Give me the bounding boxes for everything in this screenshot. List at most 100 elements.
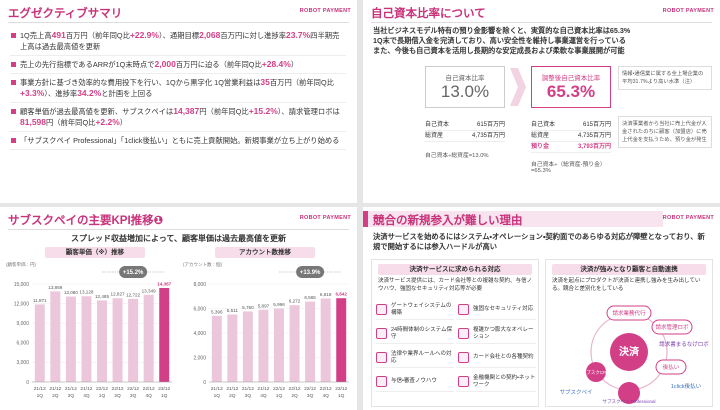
node: 請求書まるなげロボ bbox=[659, 340, 709, 348]
ratio-rows: 自己資本 615百万円 総資産 4,735百万円 預り金 3,793百万円 自己資本÷… bbox=[531, 120, 611, 174]
change-label: +15.2% bbox=[123, 270, 144, 276]
node: サブスクペイ bbox=[559, 388, 592, 396]
x-tick-label: 22/12 bbox=[143, 386, 155, 392]
arrow bbox=[510, 68, 526, 106]
data-label: 14,387 bbox=[157, 282, 171, 287]
title-band bbox=[363, 211, 663, 227]
requirement-label: ゲートウェイシステムの構築 bbox=[391, 302, 452, 316]
adjusted-ratio-box: 調整後自己資本比率 65.3% bbox=[531, 66, 611, 108]
x-tick-label: 22/12 bbox=[304, 386, 316, 392]
bullet-list: 1Q売上高491百万円（前年同Q比+22.9%）、通期目標2,068百万円に対し… bbox=[10, 27, 346, 150]
row-label: 預り金 bbox=[531, 144, 550, 150]
x-tick-label: 1Q bbox=[214, 393, 221, 399]
node-label: 1click後払い bbox=[671, 382, 702, 390]
node-label: サブスクペイ Professional bbox=[602, 398, 655, 405]
panel: 決済サービスに求められる対応 決済サービス提供には、カード会社等との複雑な契約、… bbox=[371, 259, 539, 407]
x-tick-label: 21/12 bbox=[257, 386, 269, 392]
highlight: 81,598 bbox=[20, 117, 46, 127]
highlight: 34.2% bbox=[77, 88, 102, 98]
x-tick-label: 4Q bbox=[322, 393, 329, 399]
slide-title: エグゼクティブサマリ bbox=[8, 8, 123, 20]
panel-header: 決済が強みとなり顧客と自動連携 bbox=[552, 264, 706, 275]
change-label: +13.9% bbox=[300, 270, 321, 276]
x-tick-label: 1Q bbox=[276, 393, 283, 399]
chart-title: アカウント数推移 bbox=[215, 247, 315, 258]
row: 自己資本 615百万円 bbox=[531, 120, 611, 131]
highlight: +2.2% bbox=[95, 117, 120, 127]
x-tick-label: 22/12 bbox=[112, 386, 124, 392]
bar bbox=[81, 296, 92, 382]
note: 決済事業者から当社に売上代金が入金されたのちに顧客（加盟店）に売上代金を支払うた… bbox=[618, 116, 712, 148]
x-tick-label: 21/12 bbox=[80, 386, 92, 392]
requirement-label: カード会社との各種契約 bbox=[473, 354, 534, 360]
node: 請求業務代行 bbox=[606, 305, 652, 321]
bar bbox=[159, 288, 170, 382]
bullet: 1Q売上高491百万円（前年同Q比+22.9%）、通期目標2,068百万円に対し… bbox=[10, 27, 346, 56]
bullet: 事業方針に基づき効率的な費用投下を行い、1Qから黒字化 1Q営業利益は35百万円… bbox=[10, 74, 346, 103]
x-tick-label: 23/12 bbox=[335, 386, 347, 392]
requirement: ゲートウェイシステムの構築 bbox=[376, 300, 454, 320]
y-tick-label: 4,000 bbox=[193, 331, 206, 337]
bullet: 売上の先行指標であるARRが1Q末時点で2,000百万円に迫る（前年同Q比+28… bbox=[10, 56, 346, 74]
requirement-label: 24時間体制のシステム保守 bbox=[391, 326, 452, 340]
x-tick-label: 2Q bbox=[291, 393, 298, 399]
bar bbox=[258, 309, 269, 382]
barriers-slide: 競合の新規参入が難しい理由 ROBOT PAYMENT 決済サービスを始めるには… bbox=[363, 207, 720, 410]
row-label: 総資産 bbox=[425, 133, 444, 139]
summary-slide: エグゼクティブサマリ ROBOT PAYMENT 1Q売上高491百万円（前年同… bbox=[0, 0, 357, 203]
row-label: 自己資本 bbox=[531, 122, 556, 128]
bar bbox=[112, 298, 123, 382]
requirement: 強固なセキュリティ対応 bbox=[458, 300, 536, 320]
bar bbox=[336, 298, 347, 382]
row-value: 4,735百万円 bbox=[577, 133, 611, 139]
note: 情報・通信業に属する全上場企業の平均31.7%より高い水準（注） bbox=[618, 66, 712, 90]
node-label: サブスクペイ bbox=[559, 388, 592, 396]
row: 自己資本 615百万円 bbox=[425, 120, 505, 131]
y-tick-label: 9,000 bbox=[16, 321, 29, 327]
bar bbox=[320, 298, 331, 382]
logo: ROBOT PAYMENT bbox=[299, 8, 351, 14]
data-label: 5,996 bbox=[273, 302, 285, 307]
x-tick-label: 22/12 bbox=[289, 386, 301, 392]
highlight: 23.7% bbox=[286, 30, 311, 40]
bar bbox=[242, 311, 253, 382]
data-label: 6,842 bbox=[335, 292, 347, 297]
row-value: 615百万円 bbox=[582, 122, 611, 128]
body-line: 1Q末で長期借入金を完済しており、高い安全性を維持し事業運営を行っている bbox=[373, 36, 626, 45]
x-tick-label: 23/12 bbox=[158, 386, 170, 392]
data-label: 13,128 bbox=[79, 290, 93, 295]
panel: 決済が強みとなり顧客と自動連携 決済を起点にプロダクトが決済と連携し強みを生み出… bbox=[545, 259, 713, 407]
y-tick-label: 15,000 bbox=[14, 282, 30, 288]
highlight: 14,387 bbox=[173, 106, 200, 116]
center-node bbox=[610, 333, 648, 371]
logo: ROBOT PAYMENT bbox=[662, 215, 714, 221]
bullet-text: 「サブスクペイ Professional」「1click後払い」ともに売上貢献開… bbox=[20, 136, 340, 145]
data-label: 13,349 bbox=[142, 288, 156, 293]
bar bbox=[143, 294, 154, 382]
node-label: 請求業務代行 bbox=[612, 309, 646, 317]
bullet-text: ）、請求管理ロボは bbox=[277, 107, 340, 116]
row: 総資産 4,735百万円 bbox=[531, 131, 611, 142]
x-tick-label: 22/12 bbox=[127, 386, 139, 392]
bullet-text: 百万円に迫る（前年同Q比 bbox=[175, 60, 262, 69]
row: 預り金 3,793百万円 bbox=[531, 142, 611, 153]
bar bbox=[97, 300, 107, 382]
y-tick-label: 0 bbox=[26, 380, 29, 386]
row-value: 4,735百万円 bbox=[471, 133, 505, 139]
row-value: 615百万円 bbox=[476, 122, 505, 128]
bullet-text: 1Q売上高 bbox=[20, 31, 52, 40]
bullet-text: 百万円（前年同Q比 bbox=[65, 31, 130, 40]
ratio-rows: 自己資本 615百万円 総資産 4,735百万円 自己資本÷総資産=13.0% bbox=[425, 120, 505, 159]
bullet-text: 事業方針に基づき効率的な費用投下を行い、1Qから黒字化 1Q営業利益は bbox=[20, 78, 261, 87]
bar bbox=[227, 314, 238, 382]
bar bbox=[50, 291, 61, 382]
highlight: +15.2% bbox=[248, 106, 278, 116]
bullet-text: 百万円（前年同Q比 bbox=[269, 78, 334, 87]
equity-slide: 自己資本比率について ROBOT PAYMENT 当社ビジネスモデル特有の預り金… bbox=[363, 0, 720, 203]
bullet-text: ）、進捗率 bbox=[44, 89, 78, 98]
requirement: 24時間体制のシステム保守 bbox=[376, 324, 454, 344]
data-label: 13,080 bbox=[64, 290, 78, 295]
data-label: 12,827 bbox=[111, 292, 125, 297]
data-label: 6,565 bbox=[304, 295, 316, 300]
node-label: 後払い bbox=[663, 363, 680, 371]
